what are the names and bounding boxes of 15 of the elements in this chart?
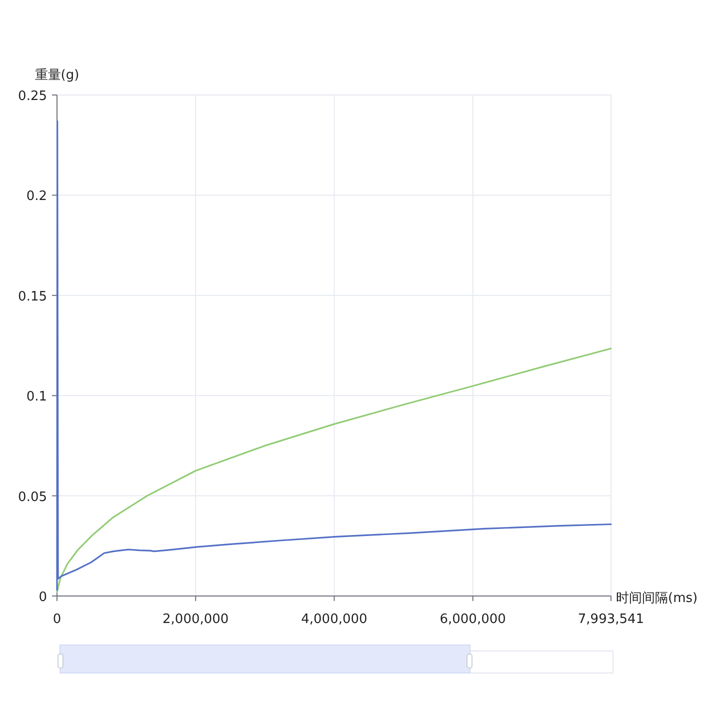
- y-tick-label: 0.05: [18, 490, 47, 505]
- x-tick-label: 4,000,000: [301, 612, 368, 627]
- x-tick-label: 2,000,000: [162, 612, 229, 627]
- x-tick-label: 6,000,000: [440, 612, 506, 627]
- y-tick-label: 0.1: [26, 390, 47, 405]
- x-axis-title: 时间间隔(ms): [616, 591, 698, 606]
- y-tick-label: 0.15: [18, 289, 47, 304]
- x-tick-label: 7,993,541: [578, 612, 644, 627]
- y-tick-label: 0: [38, 590, 47, 605]
- line-series: [56, 120, 612, 591]
- line-series: [56, 348, 612, 593]
- y-tick-label: 0.2: [26, 189, 47, 204]
- y-axis-title: 重量(g): [34, 68, 80, 83]
- y-tick-label: 0.25: [18, 89, 47, 104]
- x-tick-label: 0: [52, 612, 62, 627]
